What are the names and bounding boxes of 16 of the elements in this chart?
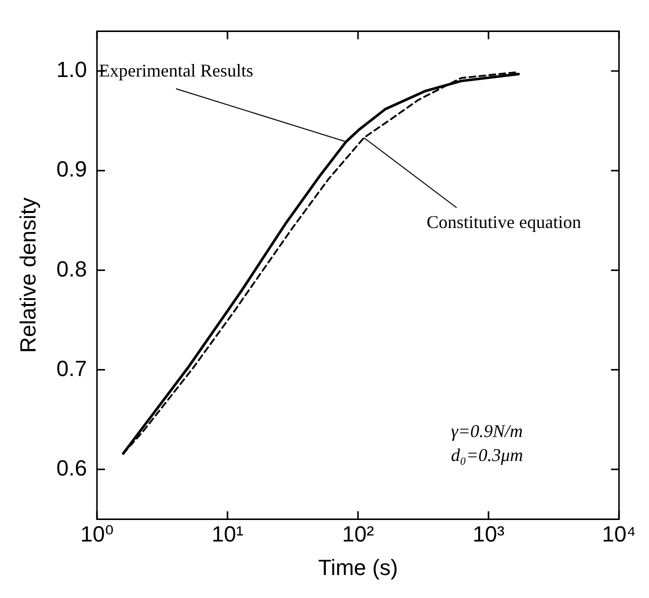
x-tick-label: 10⁰ (80, 521, 114, 546)
y-tick-label: 0.6 (56, 455, 87, 480)
y-axis-title: Relative density (15, 198, 40, 353)
y-tick-label: 0.8 (56, 256, 87, 282)
x-tick-label: 10³ (472, 521, 504, 546)
y-tick-label: 1.0 (56, 57, 87, 82)
annotation: Constitutive equation (426, 212, 582, 232)
x-tick-label: 10¹ (212, 521, 244, 546)
annotation: d₀=0.3μm (451, 445, 523, 466)
annotation: γ=0.9N/m (451, 421, 523, 442)
annotation: Experimental Results (98, 60, 254, 81)
x-axis-title: Time (s) (318, 554, 398, 580)
x-tick-label: 10² (342, 521, 374, 546)
y-tick-label: 0.9 (56, 156, 87, 182)
y-tick-label: 0.7 (56, 356, 87, 381)
x-tick-label: 10⁴ (602, 521, 636, 546)
